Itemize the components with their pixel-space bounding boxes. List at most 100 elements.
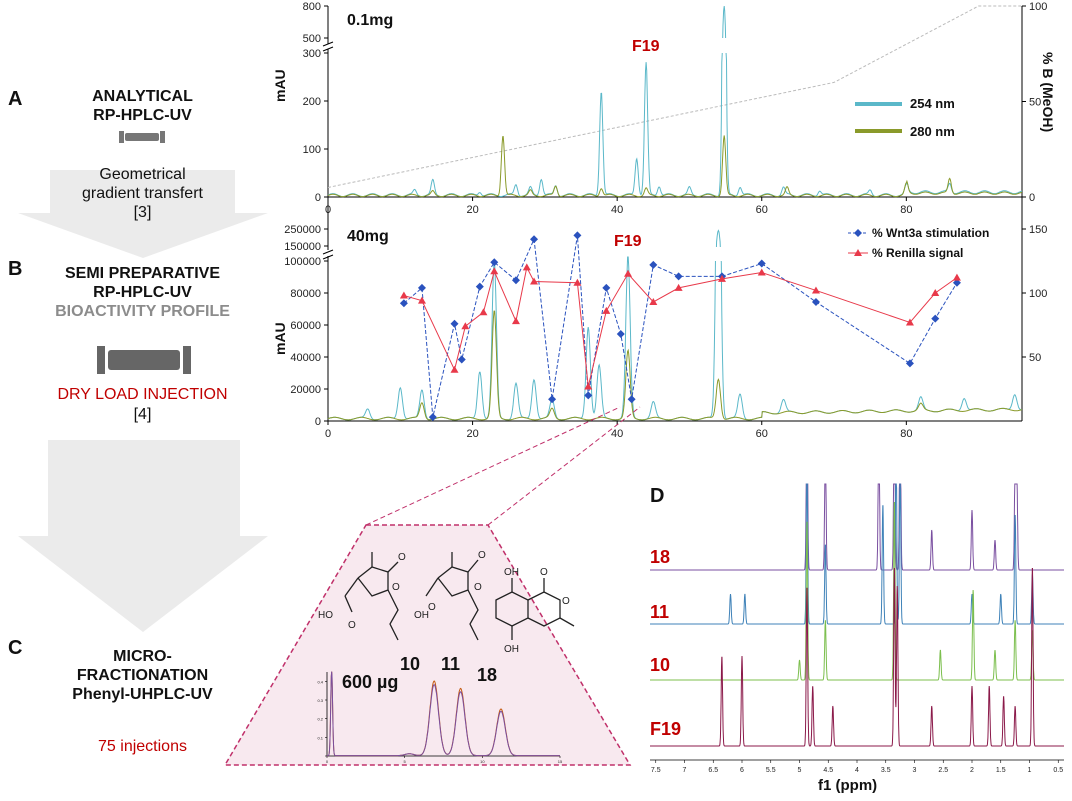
tick-label-a-y: 100 [303,144,321,156]
injections-count: 75 injections [98,738,187,755]
tick-label-a-x: 60 [756,204,768,216]
micro-trace [327,671,560,757]
semiprep-subtitle: RP-HPLC-UV [93,284,192,301]
tick-label-b-x: 20 [466,428,478,440]
wnt3a-point [616,329,625,338]
tick-label-b-y-upper: 150000 [284,241,321,253]
peak-break-gap [718,38,731,53]
renilla-point [931,289,940,296]
tick-label-b-x: 40 [611,428,623,440]
zoom-trapezoid [223,524,632,766]
tick-label-a-y2: 50 [1029,97,1041,109]
panel-letter-b: B [8,258,23,280]
panel-letter-c: C [8,637,23,659]
column-icon-a [119,131,165,143]
bioactivity-profile: BIOACTIVITY PROFILE [55,303,230,320]
tick-label-b-y: 20000 [290,384,321,396]
legend-renilla-marker [854,249,862,256]
wnt3a-point [511,276,520,285]
tick-label-c-y: 0.4 [317,679,323,684]
tick-label-b-x: 60 [756,428,768,440]
renilla-point [717,274,726,282]
renilla-point [905,318,914,326]
tick-label-d-x: 1.5 [996,767,1006,774]
molecule-structures [344,552,575,641]
axis-a-break-mark [322,46,334,52]
molecule-10-atom: O [392,582,400,593]
legend-254: 254 nm [910,96,955,111]
nmr-label-f19: F19 [650,719,682,739]
axis-b-break-mark [322,249,334,255]
transfer-line1: Geometrical [99,166,186,183]
tick-label-a-y2: 100 [1029,1,1047,13]
wnt3a-point [417,283,426,292]
tick-label-d-x: 7.5 [651,767,661,774]
arrow-a-to-b [18,170,268,258]
tick-label-c-y: 0.3 [317,698,323,703]
gradient-line [327,5,1022,188]
renilla-point [522,263,531,271]
tick-label-d-x: 2 [970,767,974,774]
chart-b-peak-label: F19 [614,233,642,250]
dry-load-ref: [4] [133,406,152,423]
dry-load-injection: DRY LOAD INJECTION [57,386,228,403]
tick-label-b-y: 60000 [290,320,321,332]
uv-280-trace [327,310,1023,421]
renilla-point [584,382,593,390]
tick-label-d-x: 6.5 [708,767,718,774]
axis-b-break-mark [322,254,334,260]
wnt3a-point [490,258,499,267]
molecule-18-ring2 [527,591,561,627]
renilla-point [461,322,470,330]
nmr-xlabel: f1 (ppm) [818,777,878,794]
wnt3a-point [649,260,658,269]
tick-label-d-x: 6 [740,767,744,774]
wnt3a-point [757,259,766,268]
zoom-connector-left [365,406,621,526]
renilla-point [811,286,820,294]
molecule-18-atom: OH [504,644,519,655]
micro-title-2: FRACTIONATION [76,667,209,684]
chart-c-title: 600 µg [342,672,399,692]
tick-label-d-x: 7 [683,767,687,774]
compound-label-11: 11 [441,654,461,674]
chart-b-title: 40mg [347,228,389,245]
tick-label-d-x: 3.5 [881,767,891,774]
compound-label-10: 10 [400,654,421,674]
tick-label-b-y: 80000 [290,288,321,300]
molecule-10-atom: O [348,620,356,631]
nmr-trace-10 [650,502,1064,681]
tick-label-b-y: 40000 [290,352,321,364]
molecule-11-bond [425,577,439,597]
analytical-subtitle: RP-HPLC-UV [93,107,192,124]
tick-label-d-x: 5 [798,767,802,774]
molecule-11-atom: O [428,602,436,613]
tick-label-c-y: 0.1 [317,735,323,740]
tick-label-b-y2: 50 [1029,352,1041,364]
transfer-ref: [3] [133,204,152,221]
micro-title-3: Phenyl-UHPLC-UV [72,686,213,703]
renilla-point [511,317,520,325]
molecule-11-ring [437,566,469,597]
wnt3a-point [584,391,593,400]
legend-wnt-marker [854,229,862,237]
renilla-point [530,277,539,285]
renilla-point [674,283,683,291]
wnt3a-point [811,297,820,306]
molecule-10-bond [344,577,359,597]
axis-a-break [323,44,333,49]
compound-label-18: 18 [477,665,498,685]
tick-label-b-y: 100000 [284,256,321,268]
molecule-11-atom: O [478,550,486,561]
nmr-trace-11 [650,483,1064,625]
molecule-18-atom: OH [504,567,519,578]
tick-label-c-x: 0 [326,759,329,764]
wnt3a-point [674,272,683,281]
wnt3a-point [573,231,582,240]
panel-letter-a: A [8,88,23,110]
tick-label-b-y2: 100 [1029,288,1047,300]
renilla-point [624,269,633,277]
tick-label-a-y2: 0 [1029,192,1035,204]
tick-label-d-x: 5.5 [766,767,776,774]
